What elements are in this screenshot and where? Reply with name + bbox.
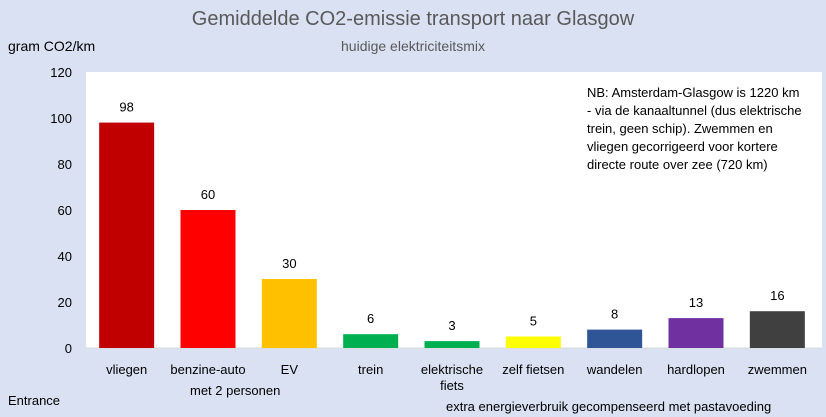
y-tick-label: 100: [50, 111, 72, 126]
x-tick-label: elektrische: [421, 362, 483, 377]
data-label: 8: [611, 307, 618, 322]
x-tick-label: EV: [281, 362, 299, 377]
data-label: 98: [119, 100, 133, 115]
data-label: 3: [448, 318, 455, 333]
chart-subtitle: huidige elektriciteitsmix: [341, 38, 485, 54]
data-label: 6: [367, 311, 374, 326]
x-tick-label: hardlopen: [667, 362, 725, 377]
chart-title: Gemiddelde CO2-emissie transport naar Gl…: [191, 8, 635, 30]
y-axis-label: gram CO2/km: [8, 38, 96, 54]
category-group-note: met 2 personen: [190, 383, 281, 398]
y-tick-label: 120: [50, 65, 72, 80]
bar: [180, 210, 236, 348]
x-tick-label: zelf fietsen: [502, 362, 564, 377]
bar: [587, 329, 643, 348]
bar: [99, 122, 155, 348]
y-tick-label: 60: [58, 203, 72, 218]
bar: [343, 334, 399, 348]
x-tick-label: vliegen: [106, 362, 147, 377]
data-label: 13: [689, 295, 703, 310]
x-tick-label: zwemmen: [748, 362, 807, 377]
y-tick-label: 40: [58, 249, 72, 264]
bar: [749, 311, 805, 348]
bar: [668, 318, 724, 348]
bar: [261, 279, 317, 348]
data-label: 60: [201, 187, 215, 202]
x-tick-label: benzine-auto: [170, 362, 245, 377]
data-label: 30: [282, 256, 296, 271]
data-label: 16: [770, 288, 784, 303]
bar: [424, 341, 480, 348]
data-label: 5: [530, 314, 537, 329]
footer-note: extra energieverbruik gecompenseerd met …: [446, 399, 772, 414]
y-tick-label: 20: [58, 295, 72, 310]
y-tick-label: 80: [58, 157, 72, 172]
x-tick-label: fiets: [440, 378, 464, 393]
chart-note: NB: Amsterdam-Glasgow is 1220 km - via d…: [587, 85, 802, 172]
footer-label: Entrance: [8, 393, 61, 408]
x-tick-label: trein: [358, 362, 383, 377]
y-tick-label: 0: [65, 341, 72, 356]
bar: [505, 336, 561, 348]
x-tick-label: wandelen: [586, 362, 643, 377]
